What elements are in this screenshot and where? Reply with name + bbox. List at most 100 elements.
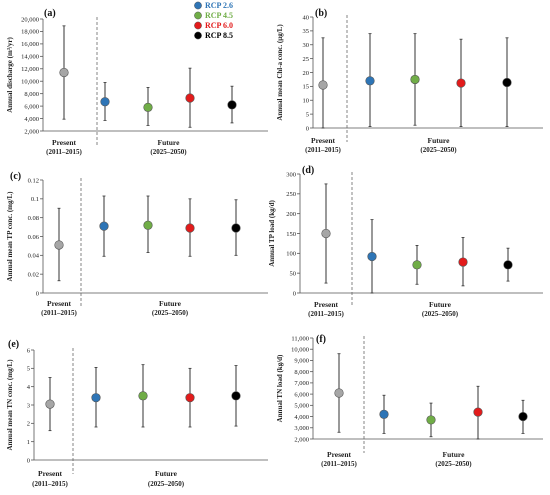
y-tick-label: 3,000 [294,425,309,432]
future-period-label: (2025–2050) [148,480,185,488]
y-tick-label: 0.04 [28,253,40,260]
panel-c: 0 0.02 0.04 0.06 0.08 0.1 0.12 (c) Annual mean T… [6,171,268,317]
legend-label: RCP 8.5 [205,31,233,40]
panel-label: (c) [10,171,21,182]
y-tick-label: 6 [27,347,31,354]
y-tick-label: 14,000 [21,54,39,61]
y-tick-label: 25 [303,56,310,63]
future-point-rcp-8-5 [227,85,237,124]
y-tick-label: 10,000 [21,79,39,86]
mean-marker [99,221,109,231]
future-point-rcp-6-0 [458,237,468,287]
mean-marker [334,388,344,398]
y-tick-label: 8,000 [294,369,309,376]
y-tick-label: 8,000 [24,91,39,98]
y-tick-label: 0.08 [28,215,39,222]
future-point-rcp-4-5 [143,87,153,126]
future-point-rcp-4-5 [143,195,153,253]
future-point-rcp-6-0 [473,385,483,440]
future-point-rcp-4-5 [412,244,422,285]
y-tick-label: 9,000 [294,358,309,365]
future-period-label: (2025–2050) [420,146,457,154]
future-point-rcp-6-0 [185,198,195,257]
panel-label: (a) [44,8,56,19]
future-point-rcp-4-5 [138,364,148,428]
mean-marker [185,393,195,403]
legend-label: RCP 2.6 [205,1,233,10]
future-point-rcp-2-6 [99,195,109,257]
panel-label: (e) [8,339,19,350]
present-point [54,207,64,282]
y-axis-label: Annual TN load (kg/d) [276,354,284,422]
y-tick-label: 0.12 [28,177,39,184]
future-period-label: (2025–2050) [150,148,187,156]
mean-marker [503,260,513,270]
future-point-rcp-8-5 [231,199,241,256]
future-point-rcp-6-0 [456,38,466,128]
mean-marker [456,78,466,88]
present-point [321,183,331,284]
y-tick-label: 4,000 [294,414,309,421]
y-axis-label: Annual discharge (m³/yr) [6,37,14,113]
y-tick-label: 4 [27,384,31,391]
y-tick-label: 5,000 [294,403,309,410]
y-axis-label: Annual mean TP conc. (mg/L) [6,191,14,282]
y-tick-label: 0 [36,290,39,297]
y-axis-label: Annual mean TN conc. (mg/L) [6,359,14,451]
y-tick-label: 10,000 [291,347,309,354]
y-tick-label: 18,000 [21,29,39,36]
y-tick-label: 6,000 [294,391,309,398]
present-point [59,25,69,120]
panel-b: 0 5 10 15 20 25 30 35 40 (b) Annual mean Chl-a con… [276,8,543,154]
mean-marker [518,411,528,422]
y-tick-label: 7,000 [294,380,309,387]
panel-label: (b) [315,8,327,19]
y-tick-label: 150 [286,231,296,238]
future-point-rcp-4-5 [426,402,436,438]
y-tick-label: 0 [293,290,296,297]
y-tick-label: 11,000 [291,335,309,342]
panel-a: 2,000 4,000 6,000 8,000 10,000 12,000 14,000 16… [6,8,268,156]
future-point-rcp-8-5 [518,399,528,434]
future-period-label: (2025–2050) [435,460,472,468]
y-tick-label: 40 [303,14,310,21]
y-tick-label: 100 [286,251,296,258]
y-tick-label: 300 [286,171,296,178]
y-tick-label: 4,000 [24,116,39,123]
y-axis-label: Annual TP load (kg/d) [268,200,276,267]
mean-marker [367,251,377,262]
present-period-label: (2011–2015) [308,310,344,318]
present-point [334,353,344,433]
legend-marker [194,11,202,20]
present-period-label: (2011–2015) [321,460,357,468]
y-tick-label: 3 [27,402,30,409]
panel-f: 2,000 3,000 4,000 5,000 6,000 7,000 8,000 9,000… [276,334,543,468]
present-point [318,37,328,129]
present-label: Present [314,300,339,309]
y-tick-label: 0.06 [28,234,40,241]
future-point-rcp-2-6 [367,219,377,294]
mean-marker [227,100,237,110]
y-tick-label: 1 [27,439,30,446]
present-period-label: (2011–2015) [32,480,68,488]
mean-marker [458,257,468,267]
future-period-label: (2025–2050) [152,309,189,317]
mean-marker [143,220,153,230]
present-label: Present [311,136,336,145]
y-tick-label: 15 [303,84,310,91]
panel-label: (d) [302,165,314,176]
future-point-rcp-2-6 [379,394,389,434]
mean-marker [410,74,420,85]
present-period-label: (2011–2015) [305,146,341,154]
mean-marker [185,223,195,233]
future-label: Future [158,138,181,147]
mean-marker [473,407,483,417]
panel-d: 0 50 100 150 200 250 300 (d) Annual TP load (kg/… [268,165,543,318]
future-label: Future [429,300,452,309]
y-tick-label: 12,000 [21,66,39,73]
present-label: Present [52,138,77,147]
y-tick-label: 10 [303,98,310,105]
